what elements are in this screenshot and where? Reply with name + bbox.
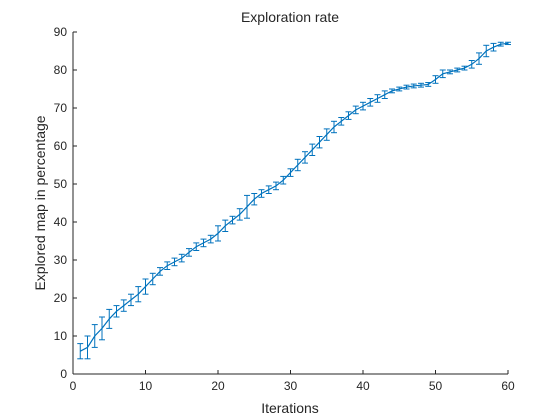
error-bar (200, 238, 207, 248)
y-tick-label: 0 (60, 367, 67, 381)
error-bar (128, 293, 134, 307)
error-bar (316, 136, 323, 149)
error-bar (171, 257, 178, 267)
error-bar (345, 111, 352, 120)
error-bar (497, 41, 504, 47)
y-tick-label: 30 (54, 253, 68, 267)
error-bar (106, 308, 113, 329)
error-bar (410, 83, 417, 89)
error-bar (447, 69, 453, 75)
error-bar (77, 343, 84, 360)
error-bar (352, 105, 359, 115)
x-tick-label: 20 (211, 379, 225, 393)
error-bar (149, 272, 156, 286)
x-tick-label: 60 (501, 379, 515, 393)
error-bar (236, 208, 243, 221)
error-bar (273, 181, 279, 191)
error-bar (505, 41, 511, 46)
error-bar (164, 261, 171, 270)
error-bar (418, 82, 424, 88)
error-bar (99, 316, 105, 341)
error-bar (367, 98, 374, 107)
error-bar (186, 248, 192, 257)
error-bar (396, 86, 403, 92)
error-bar (244, 194, 250, 219)
error-bar (258, 189, 265, 198)
error-bar (490, 42, 497, 52)
error-bar (374, 94, 381, 103)
error-bar (207, 234, 214, 244)
y-tick-label: 80 (54, 63, 68, 77)
error-bar (135, 286, 142, 303)
error-bar (113, 305, 120, 318)
x-tick-label: 30 (284, 379, 298, 393)
error-bar (193, 242, 200, 251)
error-bar (157, 267, 163, 276)
y-tick-label: 90 (54, 25, 68, 39)
error-bar (222, 219, 229, 232)
y-tick-label: 20 (54, 291, 68, 305)
error-bar (338, 117, 345, 126)
error-bar (302, 151, 308, 164)
error-bar (403, 84, 410, 90)
error-bar (142, 278, 149, 295)
error-bar (229, 215, 236, 225)
error-bar (454, 67, 461, 73)
error-bar (251, 193, 258, 206)
error-bar (178, 253, 185, 263)
x-tick-label: 10 (139, 379, 153, 393)
error-bar (432, 75, 439, 84)
series-line (79, 42, 509, 352)
error-bar (294, 158, 301, 172)
error-bar (331, 120, 337, 134)
error-bar (468, 60, 475, 69)
error-bar (287, 168, 294, 177)
error-bar (265, 185, 272, 194)
y-tick-label: 60 (54, 139, 68, 153)
error-bar (483, 44, 490, 58)
x-tick-label: 40 (356, 379, 370, 393)
plot-area: 0 10 20 30 40 50 60 0 10 20 30 40 50 60 70 80 90 (54, 25, 515, 393)
y-tick-label: 40 (54, 215, 68, 229)
y-tick-label: 10 (54, 329, 68, 343)
error-bar (439, 69, 446, 79)
error-bar (476, 52, 482, 65)
y-tick-label: 70 (54, 101, 68, 115)
x-tick-label: 0 (70, 379, 77, 393)
error-bar (91, 324, 98, 348)
y-tick-label: 50 (54, 177, 68, 191)
x-tick-label: 50 (429, 379, 443, 393)
error-bar (389, 88, 395, 94)
x-axis-label: Iterations (261, 400, 319, 416)
chart-title: Exploration rate (241, 9, 339, 25)
error-bar (280, 175, 287, 185)
error-bar (120, 299, 127, 312)
error-bar (309, 143, 316, 156)
error-bar (84, 335, 91, 360)
error-bar (425, 82, 432, 87)
error-bar (360, 101, 366, 111)
error-bar (381, 90, 388, 99)
error-bar (461, 65, 468, 71)
error-bar (215, 225, 221, 242)
error-bar (323, 128, 330, 141)
y-axis-label: Explored map in percentage (32, 115, 48, 290)
